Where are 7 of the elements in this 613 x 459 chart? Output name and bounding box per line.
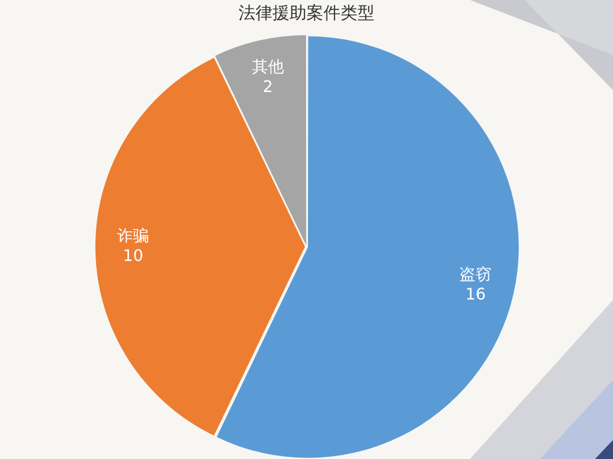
data-label: 16 (465, 284, 486, 304)
slice-label: 盗窃 (460, 264, 492, 284)
slice-label: 诈骗 (117, 226, 150, 245)
data-label: 2 (262, 76, 273, 96)
chart-title: 法律援助案件类型 (238, 4, 374, 24)
data-label: 10 (122, 246, 144, 265)
slice-label: 其他 (252, 56, 284, 76)
